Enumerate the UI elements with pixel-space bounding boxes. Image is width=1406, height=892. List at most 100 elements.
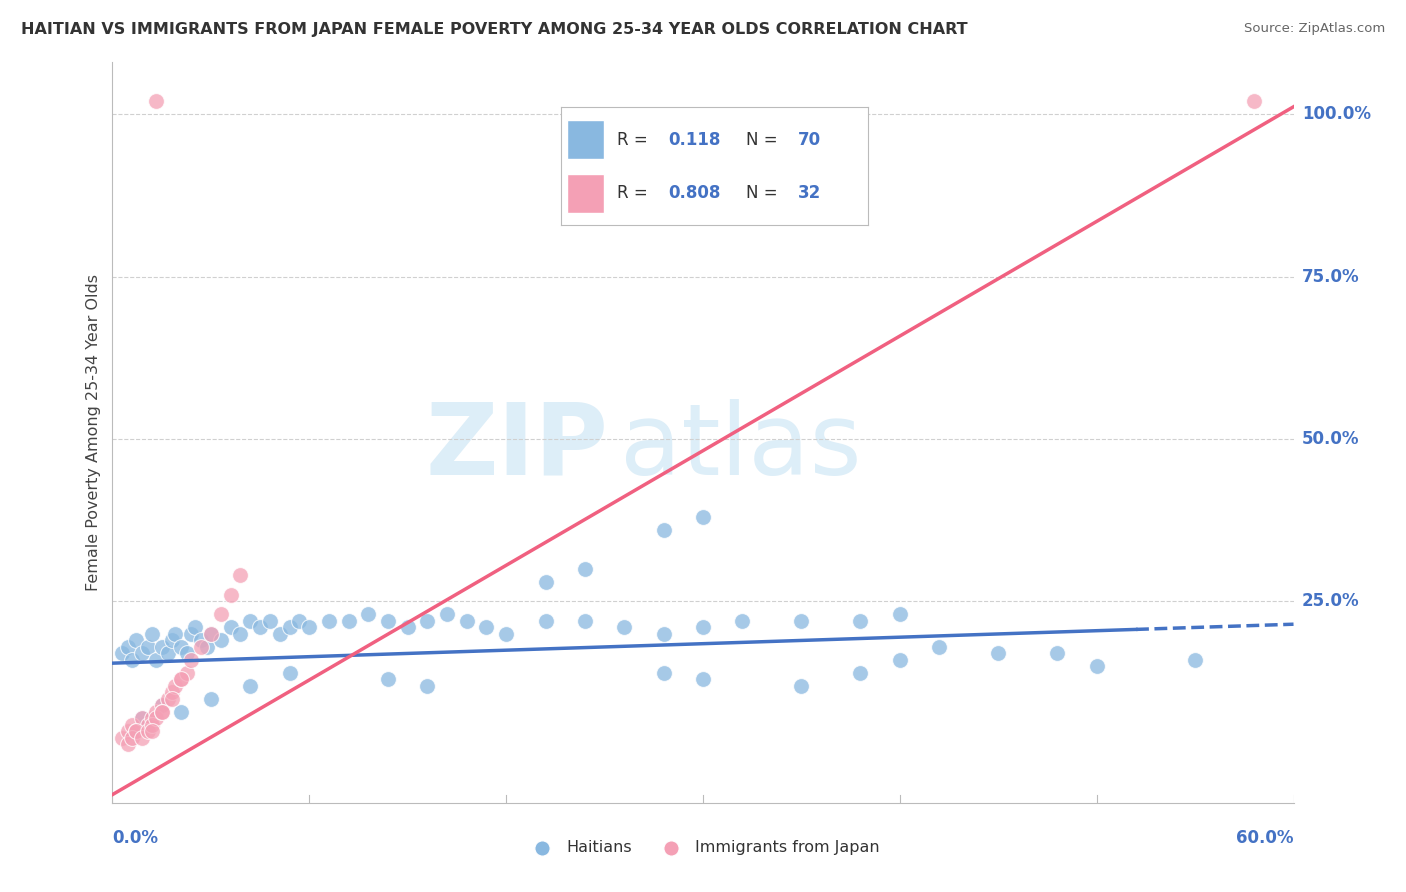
Point [111,731,134,745]
Point [184,620,207,634]
Point [150,640,173,654]
Point [131,711,153,725]
Point [170,673,193,687]
Point [125,633,148,648]
Point [150,705,173,719]
Point [396,620,419,634]
Point [170,673,193,687]
Point [259,614,281,628]
Text: 0.0%: 0.0% [112,829,159,847]
Point [692,673,714,687]
Point [377,673,399,687]
Point [416,614,439,628]
Point [889,607,911,622]
Point [613,620,636,634]
Point [180,627,202,641]
Point [141,718,163,732]
Point [176,647,198,661]
Point [495,627,517,641]
Point [229,627,252,641]
Point [652,523,675,537]
Point [849,614,872,628]
Point [125,724,148,739]
Point [170,640,193,654]
Point [534,614,557,628]
Point [377,614,399,628]
Text: atlas: atlas [620,399,862,496]
Point [190,633,212,648]
Legend: Haitians, Immigrants from Japan: Haitians, Immigrants from Japan [520,834,886,862]
Point [160,685,183,699]
Point [150,705,173,719]
Point [141,724,163,739]
Point [790,679,813,693]
Point [165,627,187,641]
Point [219,588,242,602]
Point [357,607,380,622]
Point [150,698,173,713]
Point [145,95,167,109]
Point [987,647,1010,661]
Point [117,737,139,751]
Point [160,692,183,706]
Point [849,665,872,680]
Point [121,731,143,745]
Point [141,711,163,725]
Point [209,607,232,622]
Point [165,679,187,693]
Point [298,620,321,634]
Point [117,640,139,654]
Point [574,614,596,628]
Text: 25.0%: 25.0% [1302,592,1360,610]
Point [288,614,311,628]
Point [416,679,439,693]
Text: 60.0%: 60.0% [1236,829,1294,847]
Point [121,653,143,667]
Point [125,724,148,739]
Point [318,614,340,628]
Point [200,627,222,641]
Point [145,705,167,719]
Point [574,562,596,576]
Point [131,647,153,661]
Text: HAITIAN VS IMMIGRANTS FROM JAPAN FEMALE POVERTY AMONG 25-34 YEAR OLDS CORRELATIO: HAITIAN VS IMMIGRANTS FROM JAPAN FEMALE … [21,22,967,37]
Point [790,614,813,628]
Point [150,698,173,713]
Point [111,647,134,661]
Point [136,718,159,732]
Point [190,640,212,654]
Point [176,665,198,680]
Point [278,665,301,680]
Text: 50.0%: 50.0% [1302,430,1360,448]
Point [229,568,252,582]
Point [1046,647,1069,661]
Text: 75.0%: 75.0% [1302,268,1360,285]
Point [652,627,675,641]
Point [534,574,557,589]
Point [475,620,498,634]
Point [436,607,458,622]
Point [200,692,222,706]
Point [136,640,159,654]
Point [170,705,193,719]
Point [692,620,714,634]
Point [239,614,262,628]
Point [278,620,301,634]
Point [652,665,675,680]
Point [156,647,179,661]
Point [180,653,202,667]
Point [1184,653,1206,667]
Text: 100.0%: 100.0% [1302,105,1371,123]
Point [1085,659,1108,673]
Point [1243,95,1265,109]
Point [928,640,950,654]
Point [239,679,262,693]
Point [145,653,167,667]
Point [731,614,754,628]
Point [195,640,218,654]
Point [131,711,153,725]
Point [219,620,242,634]
Point [200,627,222,641]
Point [156,692,179,706]
Point [209,633,232,648]
